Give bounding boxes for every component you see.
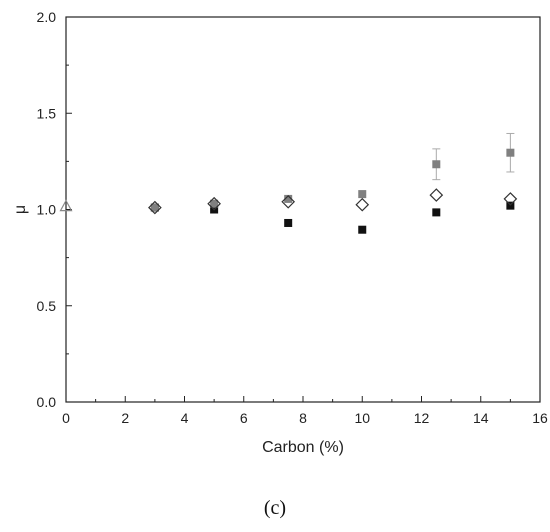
chart: 0 2 4 6 8 10 12 14 16 0.0 0.5 1.0 1.5 2.0 Carbon (%) μ [12,9,548,456]
y-tick-label: 0.0 [37,394,57,410]
data-point-diamond [429,188,444,202]
data-point-diamond [148,200,162,215]
x-tick-label: 6 [240,410,248,426]
x-tick-label: 2 [121,410,129,426]
y-tick-label: 2.0 [37,9,57,25]
y-tick-label: 1.0 [37,202,57,218]
x-tick-label: 16 [532,410,548,426]
plot-frame [65,16,541,403]
x-tick-label: 10 [354,410,370,426]
data-point-diamond [207,196,221,211]
data-point-square-s1 [506,148,515,157]
data-point-square-s1 [358,190,367,199]
y-axis-title: μ [12,205,29,214]
x-tick-label: 0 [62,410,70,426]
data-point-square-s1 [210,199,219,208]
x-tick-label: 4 [181,410,189,426]
x-tick-label: 12 [414,410,430,426]
data-point-square-s0 [358,225,367,234]
data-point-square-s1 [432,160,441,169]
y-tick-label: 1.5 [37,105,57,121]
data-point-triangle [59,199,73,212]
data-point-square-s1 [284,194,293,203]
x-tick-label: 8 [299,410,307,426]
data-point-square-s1 [150,203,159,212]
x-tick-label: 14 [473,410,489,426]
data-point-diamond [355,197,370,212]
panel-label: (c) [263,497,287,519]
data-point-square-s0 [284,218,293,227]
data-point-square-s0 [432,208,441,217]
data-point-diamond [503,192,518,206]
y-tick-label: 0.5 [37,298,57,314]
x-axis-title: Carbon (%) [262,439,344,456]
data-point-diamond [281,194,296,209]
